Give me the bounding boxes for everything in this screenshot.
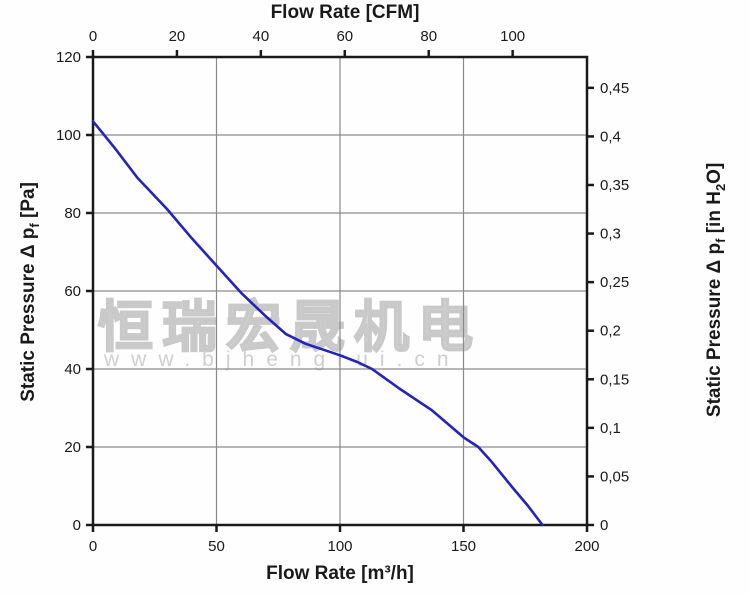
tick-label-y-right: 0,15	[600, 371, 629, 388]
tick-label-x-bottom: 100	[327, 538, 352, 555]
axis-title-top-text: Flow Rate [CFM]	[270, 2, 420, 23]
tick-label-x-top: 20	[169, 28, 186, 45]
watermark-cjk-text: 恒瑞宏晟机电	[97, 295, 483, 359]
axis-title-right-main: Static Pressure Δ p	[704, 242, 726, 418]
axis-title-left-sub: f	[26, 223, 42, 228]
axis-title-left-unit: [Pa]	[18, 182, 40, 224]
axis-title-left-main: Static Pressure Δ p	[18, 227, 40, 402]
tick-label-x-bottom: 50	[208, 538, 225, 555]
axis-title-left: Static Pressure Δ pf [Pa]	[18, 132, 42, 452]
static-pressure-curve	[91, 120, 544, 527]
tick-label-y-right: 0,45	[600, 80, 629, 97]
tick-label-y-left: 120	[56, 49, 81, 66]
tick-label-y-left: 40	[64, 361, 81, 378]
tick-label-x-top: 60	[336, 28, 353, 45]
tick-label-y-left: 100	[56, 127, 81, 144]
tick-label-y-right: 0,25	[600, 274, 629, 291]
tick-label-y-right: 0,1	[600, 420, 621, 437]
axis-title-right-unit-sub: 2	[712, 183, 728, 192]
axis-title-bottom-text: Flow Rate [m³/h]	[266, 563, 414, 584]
tick-label-x-bottom: 0	[89, 538, 97, 555]
tick-label-y-left: 60	[64, 283, 81, 300]
tick-label-y-right: 0	[600, 517, 608, 534]
tick-label-y-left: 0	[73, 517, 81, 534]
tick-label-y-left: 20	[64, 439, 81, 456]
tick-label-y-right: 0,05	[600, 468, 629, 485]
axis-title-right-unit-pre: [in H	[704, 191, 726, 239]
tick-label-x-top: 0	[89, 28, 97, 45]
tick-label-y-left: 80	[64, 205, 81, 222]
axis-title-top: Flow Rate [CFM]	[0, 2, 690, 24]
tick-label-y-right: 0,35	[600, 177, 629, 194]
axis-title-right: Static Pressure Δ pf [in H2O]	[704, 130, 728, 450]
tick-label-x-top: 100	[500, 28, 525, 45]
tick-label-y-right: 0,4	[600, 128, 621, 145]
tick-label-x-top: 80	[420, 28, 437, 45]
axis-title-right-sub: f	[712, 238, 728, 243]
tick-label-y-right: 0,2	[600, 323, 621, 340]
axis-title-right-unit-post: O]	[704, 162, 726, 184]
tick-label-x-top: 40	[253, 28, 270, 45]
tick-label-y-right: 0,3	[600, 226, 621, 243]
axis-title-bottom: Flow Rate [m³/h]	[0, 563, 680, 585]
tick-label-x-bottom: 150	[451, 538, 476, 555]
tick-label-x-bottom: 200	[574, 538, 599, 555]
